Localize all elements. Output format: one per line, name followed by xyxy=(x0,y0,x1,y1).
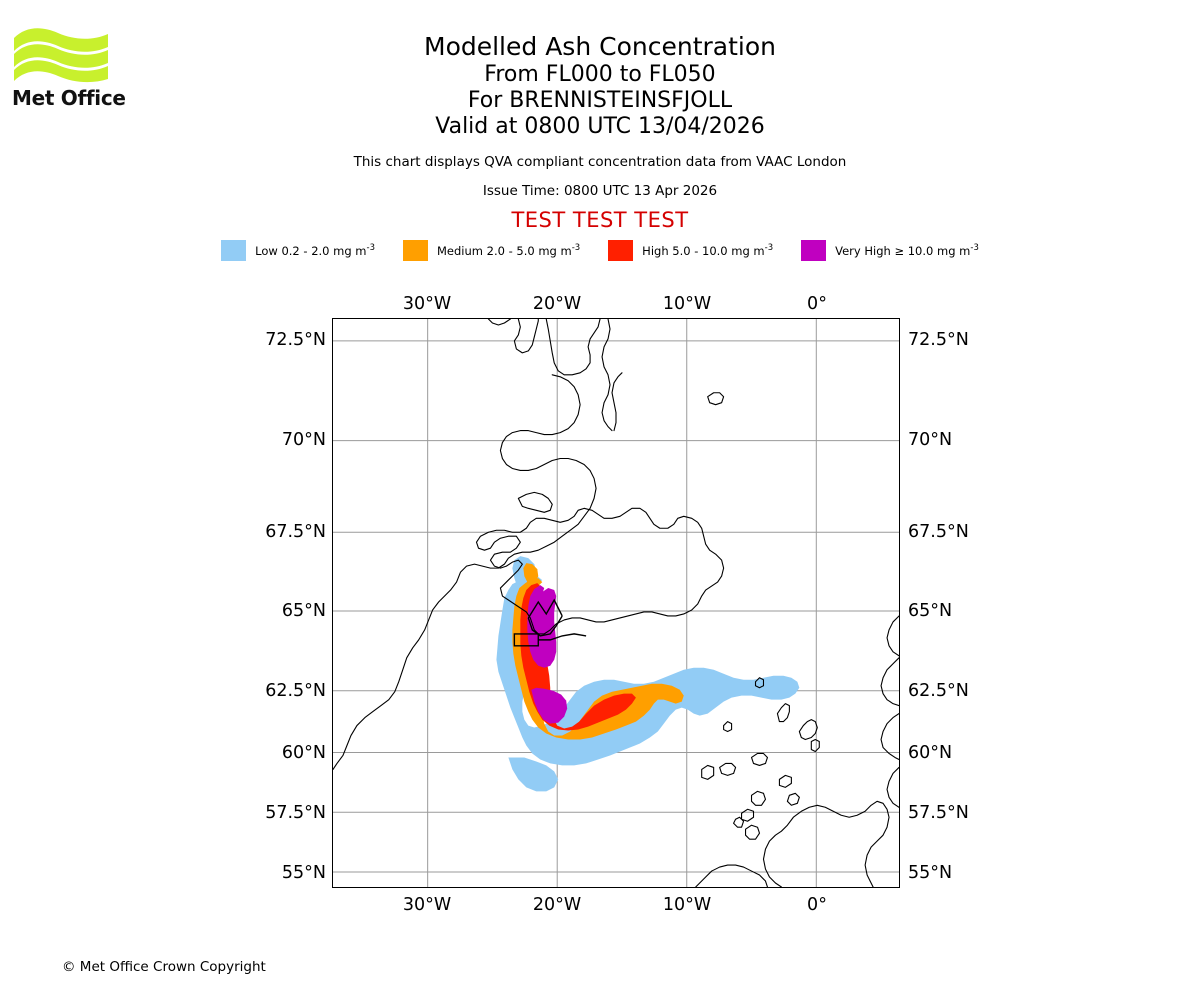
lon-tick-top-0: 0° xyxy=(807,294,827,314)
legend-label-very-high: Very High ≥ 10.0 mg m-3 xyxy=(835,243,979,258)
coastline-greenland xyxy=(333,319,623,770)
coastlines xyxy=(333,319,899,887)
chart-header: Modelled Ash Concentration From FL000 to… xyxy=(0,0,1200,232)
coastline-iceland xyxy=(475,507,725,635)
legend-label-low: Low 0.2 - 2.0 mg m-3 xyxy=(255,243,375,258)
coastline-ireland xyxy=(695,864,769,887)
lon-tick-top-20w: 20°W xyxy=(532,294,582,314)
page-title: Modelled Ash Concentration xyxy=(424,32,776,61)
coastline-faroe-islands xyxy=(798,719,820,753)
legend-item-low: Low 0.2 - 2.0 mg m-3 xyxy=(221,240,375,261)
ash-concentration-map[interactable] xyxy=(332,318,900,888)
legend-swatch-high xyxy=(608,240,634,261)
lat-tick-left-65n: 65°N xyxy=(281,601,326,621)
lon-tick-top-10w: 10°W xyxy=(662,294,712,314)
coastline-greenland-fjord xyxy=(517,491,553,513)
lat-tick-left-70n: 70°N xyxy=(281,430,326,450)
test-banner: TEST TEST TEST xyxy=(511,208,689,232)
lon-tick-bottom-20w: 20°W xyxy=(532,895,582,915)
lon-tick-top-30w: 30°W xyxy=(402,294,452,314)
volcano-name: For BRENNISTEINSFJOLL xyxy=(467,88,733,113)
map-canvas xyxy=(333,319,899,887)
coastline-hebrides xyxy=(733,790,767,840)
coastline-norway xyxy=(880,615,899,808)
legend-label-high: High 5.0 - 10.0 mg m-3 xyxy=(642,243,774,258)
copyright-notice: © Met Office Crown Copyright xyxy=(62,959,266,975)
lat-tick-right-625n: 62.5°N xyxy=(908,681,969,701)
qva-note: This chart displays QVA compliant concen… xyxy=(353,154,847,170)
graticule xyxy=(333,319,899,887)
concentration-legend: Low 0.2 - 2.0 mg m-3 Medium 2.0 - 5.0 mg… xyxy=(0,240,1200,261)
lat-tick-left-675n: 67.5°N xyxy=(265,522,326,542)
lat-tick-right-725n: 72.5°N xyxy=(908,330,969,350)
lat-tick-left-575n: 57.5°N xyxy=(265,803,326,823)
coastline-scotland xyxy=(701,752,890,887)
lat-tick-left-60n: 60°N xyxy=(281,743,326,763)
lon-tick-bottom-0: 0° xyxy=(807,895,827,915)
lat-tick-right-575n: 57.5°N xyxy=(908,803,969,823)
lon-tick-bottom-30w: 30°W xyxy=(402,895,452,915)
lat-tick-left-725n: 72.5°N xyxy=(265,330,326,350)
lat-tick-left-55n: 55°N xyxy=(281,863,326,883)
legend-swatch-low xyxy=(221,240,247,261)
lat-tick-right-70n: 70°N xyxy=(908,430,953,450)
legend-label-medium: Medium 2.0 - 5.0 mg m-3 xyxy=(436,243,581,258)
lat-tick-left-625n: 62.5°N xyxy=(265,681,326,701)
lat-tick-right-60n: 60°N xyxy=(908,743,953,763)
legend-item-medium: Medium 2.0 - 5.0 mg m-3 xyxy=(402,240,581,261)
plume-contour-medium xyxy=(512,563,684,740)
issue-time: Issue Time: 0800 UTC 13 Apr 2026 xyxy=(482,183,718,199)
flight-level-range: From FL000 to FL050 xyxy=(484,62,716,87)
coastline-shetland xyxy=(776,703,790,723)
legend-item-high: High 5.0 - 10.0 mg m-3 xyxy=(608,240,773,261)
lat-tick-right-65n: 65°N xyxy=(908,601,953,621)
lat-tick-right-55n: 55°N xyxy=(908,863,953,883)
coastline-small-islands xyxy=(723,677,765,733)
coastline-jan-mayen xyxy=(707,392,725,406)
lat-tick-right-675n: 67.5°N xyxy=(908,522,969,542)
volcano-source-marker xyxy=(513,598,587,647)
met-office-wordmark: Met Office xyxy=(12,86,126,110)
legend-swatch-very-high xyxy=(801,240,827,261)
met-office-wave-icon xyxy=(14,28,108,83)
lon-tick-bottom-10w: 10°W xyxy=(662,895,712,915)
legend-swatch-medium xyxy=(402,240,428,261)
plume-contour-very-high xyxy=(527,585,568,724)
valid-time: Valid at 0800 UTC 13/04/2026 xyxy=(435,114,765,139)
legend-item-very-high: Very High ≥ 10.0 mg m-3 xyxy=(801,240,979,261)
met-office-logo: Met Office xyxy=(12,22,132,110)
